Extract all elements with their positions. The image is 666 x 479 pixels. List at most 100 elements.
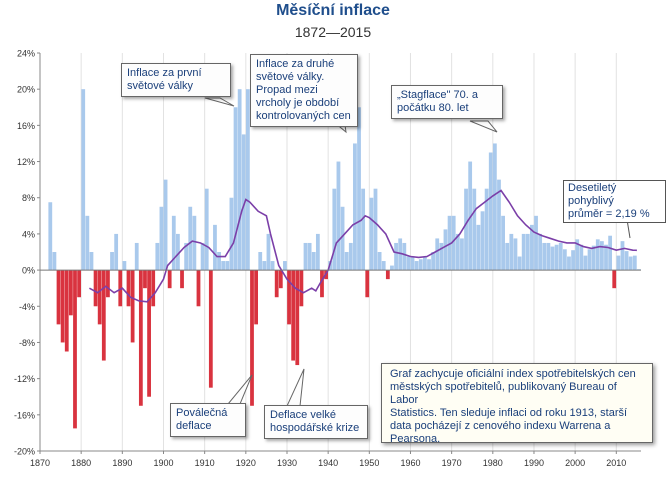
bar-1881 [85,215,90,271]
x-tick-label-14: 2010 [606,458,626,468]
bar-1963 [422,256,427,271]
bar-1970 [451,215,456,271]
bar-1996 [558,242,563,271]
x-tick-label-3: 1900 [153,458,173,468]
y-tick-label-7: 8% [22,193,35,203]
y-tick-label-4: -4% [19,302,35,312]
bar-1968 [443,229,448,271]
y-tick-label-11: 24% [17,49,35,59]
bar-2003 [587,249,592,271]
bar-1961 [414,261,419,271]
bar-1935 [307,242,312,271]
bar-1872 [48,202,53,271]
bar-1988 [525,233,530,271]
bar-1905 [184,242,189,271]
x-tick-label-10: 1970 [442,458,462,468]
bar-2005 [595,239,600,271]
bar-1902 [171,215,176,271]
bar-1915 [225,261,230,271]
annotation-ww2: Inflace za druhé světové války. Propad m… [250,54,358,127]
bar-1883 [93,270,98,307]
bar-1933 [299,270,304,307]
bar-1889 [118,270,123,307]
bar-1888 [114,233,119,271]
y-tick-label-6: 4% [22,229,35,239]
bar-1986 [517,256,522,271]
bar-1969 [447,215,452,271]
bar-1941 [332,188,337,271]
bar-1952 [377,252,382,271]
bar-1908 [196,270,201,307]
bar-1949 [365,270,370,298]
bar-1973 [464,188,468,271]
bar-1984 [509,233,514,271]
pointer-depression [286,368,305,407]
bar-1950 [369,197,374,271]
bar-1923 [258,252,263,271]
bar-1930 [287,270,291,325]
grid-lines [80,53,617,451]
x-tick-label-7: 1940 [318,458,338,468]
annotation-ww1: Inflace za první světové války [121,63,231,97]
bar-1876 [64,270,69,352]
bar-1979 [488,152,493,271]
bar-1981 [497,179,501,271]
bar-1912 [213,224,217,271]
bar-1928 [278,270,283,289]
bar-2012 [624,251,629,271]
bar-1875 [60,270,65,343]
bar-1913 [217,252,221,271]
bar-1942 [336,161,341,271]
bar-1957 [398,238,403,271]
bar-1890 [122,261,127,271]
bar-1993 [546,242,551,271]
bar-1877 [68,270,73,316]
chart-title: Měsíční inflace [276,2,390,19]
bar-1962 [418,259,423,271]
bar-1976 [476,224,481,271]
bar-2001 [579,244,584,271]
pointer-postwar [226,374,253,405]
chart-subtitle: 1872—2015 [294,24,372,40]
y-tick-label-3: -8% [19,338,35,348]
bar-1948 [361,188,366,271]
bar-1953 [381,261,386,271]
bar-1906 [188,206,193,271]
x-tick-label-4: 1910 [195,458,215,468]
bar-1994 [550,246,555,271]
annotation-stagflation: „Stagflace" 70. a počátku 80. let [391,85,503,119]
bar-1944 [344,252,349,271]
bar-1884 [97,270,102,325]
y-tick-label-8: 12% [17,157,35,167]
bar-1896 [147,270,151,397]
bar-1924 [262,261,267,271]
moving-average-layer [89,189,637,303]
annotation-postwar-deflation: Poválečná deflace [170,403,246,437]
bar-1918 [237,89,242,271]
bar-1909 [200,242,205,271]
bar-1985 [513,238,518,271]
inflation-bars [48,89,641,429]
source-note: Graf zachycuje oficiální index spotřebit… [381,363,653,445]
x-tick-label-2: 1890 [112,458,132,468]
x-tick-label-13: 2000 [565,458,585,468]
bar-1958 [402,242,407,271]
bar-1980 [492,143,497,271]
bar-1903 [176,233,180,271]
bar-1974 [468,161,473,271]
bar-1920 [245,89,250,271]
bar-1936 [311,252,316,271]
bar-2008 [608,235,613,271]
bar-1951 [373,188,378,271]
bar-1943 [340,206,345,271]
bar-1937 [315,233,320,271]
bar-2010 [616,255,621,271]
bar-1879 [77,270,81,298]
bar-1929 [283,261,287,271]
bar-1922 [254,270,259,325]
bar-1899 [159,206,164,271]
moving-average-label: Desetiletý pohyblivý průměr = 2,19 % [563,180,666,223]
bar-1983 [505,242,510,271]
bar-1914 [221,261,226,271]
